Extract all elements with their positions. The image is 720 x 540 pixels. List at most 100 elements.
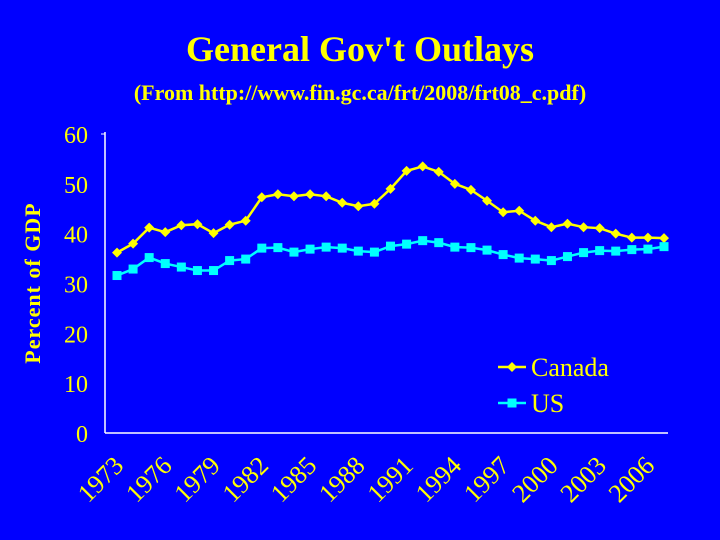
data-point <box>595 246 605 256</box>
data-point <box>289 247 299 257</box>
data-point <box>530 254 540 264</box>
data-point <box>241 254 251 264</box>
data-point <box>546 256 556 266</box>
y-tick-label: 10 <box>64 372 88 398</box>
data-point <box>305 244 315 254</box>
legend-label: US <box>531 389 564 418</box>
data-point <box>144 253 154 263</box>
legend-marker <box>507 362 517 372</box>
x-tick-label: 2006 <box>603 451 660 508</box>
data-point <box>112 247 122 258</box>
y-tick-labels: 0 10 20 30 40 50 60 <box>64 123 88 448</box>
data-point <box>353 246 363 256</box>
data-point <box>594 223 605 234</box>
data-point <box>385 183 396 194</box>
data-point <box>514 253 524 263</box>
data-point <box>498 250 508 260</box>
y-tick-label: 30 <box>64 273 88 299</box>
data-point <box>369 198 380 209</box>
data-point <box>176 262 186 272</box>
x-tick-label: 1997 <box>458 451 515 508</box>
data-point <box>209 266 219 276</box>
data-point <box>642 232 653 243</box>
y-tick-label: 20 <box>64 322 88 348</box>
data-point <box>321 191 332 202</box>
data-point <box>450 242 460 252</box>
data-point <box>256 192 267 203</box>
data-point <box>160 227 171 238</box>
data-point <box>434 238 444 248</box>
data-point <box>610 228 621 239</box>
data-point <box>337 243 347 253</box>
y-tick-label: 60 <box>64 123 88 149</box>
data-point <box>417 161 428 172</box>
data-point <box>465 184 476 195</box>
data-point <box>482 245 492 255</box>
data-point <box>401 165 412 176</box>
series-line <box>116 165 665 254</box>
data-point <box>225 256 235 266</box>
y-axis-label: Percent of GDP <box>20 202 45 363</box>
data-point <box>144 222 155 233</box>
x-tick-label: 1994 <box>410 451 467 508</box>
x-tick-label: 2000 <box>506 451 563 508</box>
data-point <box>272 189 283 200</box>
data-point <box>321 242 331 252</box>
chart-legend: Canada US <box>498 353 609 418</box>
data-point <box>337 197 348 208</box>
data-point <box>224 219 235 230</box>
y-tick-label: 50 <box>64 173 88 199</box>
x-tick-label: 1991 <box>362 451 419 508</box>
x-tick-label: 1985 <box>265 451 322 508</box>
data-point <box>176 220 187 231</box>
data-point <box>288 191 299 202</box>
data-point <box>433 166 444 177</box>
data-point <box>578 222 589 233</box>
data-point <box>659 242 669 252</box>
y-tick-label: 0 <box>76 422 88 448</box>
data-point <box>530 215 541 226</box>
x-tick-label: 1979 <box>168 451 225 508</box>
legend-marker <box>507 398 517 408</box>
series-us <box>112 236 669 281</box>
data-point <box>257 243 267 253</box>
data-point <box>514 205 525 216</box>
x-tick-label: 1988 <box>313 451 370 508</box>
series-canada <box>112 161 669 258</box>
x-tick-label: 1976 <box>120 451 177 508</box>
data-point <box>402 239 412 249</box>
data-point <box>128 238 139 249</box>
data-point <box>208 228 219 239</box>
data-point <box>562 218 573 229</box>
legend-item-us: US <box>498 389 564 418</box>
chart-axes <box>101 132 668 434</box>
data-point <box>305 189 316 200</box>
data-point <box>498 207 509 218</box>
data-point <box>449 178 460 189</box>
x-tick-label: 1973 <box>72 451 129 508</box>
data-point <box>418 236 428 246</box>
data-point <box>643 244 653 254</box>
legend-item-canada: Canada <box>498 353 609 382</box>
data-point <box>369 247 379 257</box>
data-point <box>128 264 138 274</box>
data-point <box>579 248 589 258</box>
data-point <box>353 201 364 212</box>
data-point <box>240 215 251 226</box>
data-point <box>659 233 669 244</box>
data-point <box>192 219 203 230</box>
x-tick-label: 1982 <box>217 451 274 508</box>
data-point <box>273 243 283 253</box>
x-tick-labels: 1973197619791982198519881991199419972000… <box>72 451 660 508</box>
data-point <box>627 245 637 255</box>
data-point <box>546 222 557 233</box>
chart-title: General Gov't Outlays <box>186 29 534 69</box>
x-tick-label: 2003 <box>555 451 612 508</box>
legend-label: Canada <box>531 353 609 382</box>
data-point <box>386 241 395 251</box>
data-point <box>192 266 202 276</box>
data-point <box>466 243 476 253</box>
data-point <box>112 271 122 281</box>
